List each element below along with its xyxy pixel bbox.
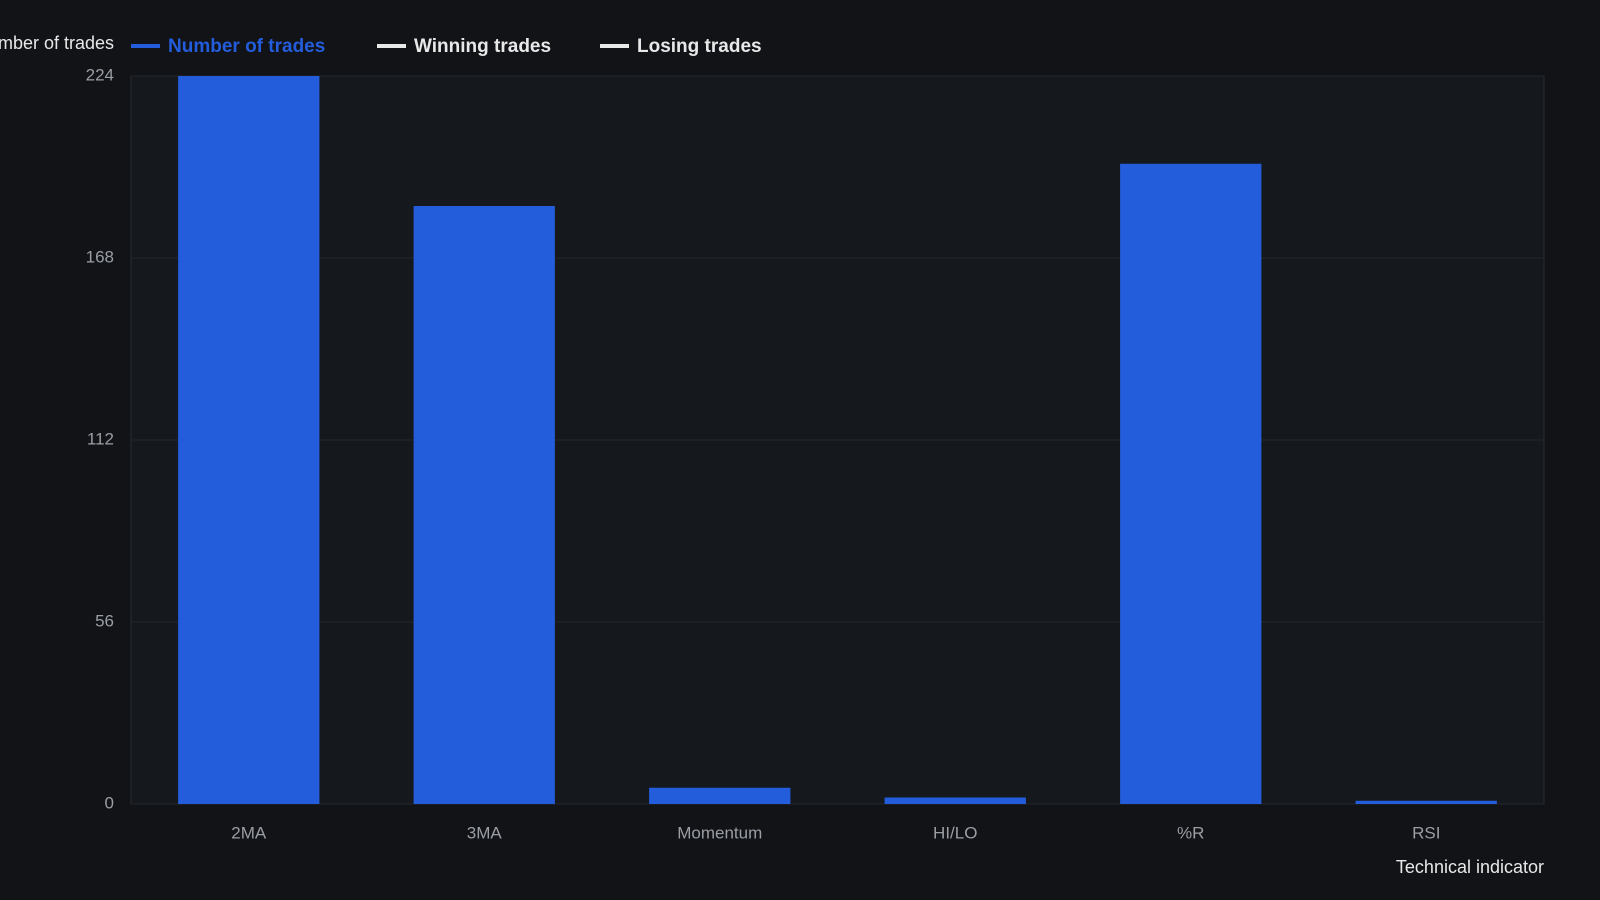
x-tick-label: 3MA [467,823,503,842]
y-tick-label: 112 [87,429,114,448]
y-tick-label: 224 [86,65,114,84]
legend-label[interactable]: Winning trades [414,36,551,57]
x-tick-label: HI/LO [933,823,977,842]
bar [178,76,320,804]
x-axis-title: Technical indicator [1396,857,1544,877]
bar [884,797,1026,804]
bar [649,787,791,804]
y-tick-label: 0 [105,793,114,812]
x-tick-label: %R [1177,823,1204,842]
x-tick-label: RSI [1412,823,1440,842]
legend-label[interactable]: Losing trades [637,36,762,57]
legend-label[interactable]: Number of trades [168,36,325,57]
bar [1355,800,1497,804]
x-tick-label: Momentum [677,823,762,842]
bar [1120,163,1262,804]
y-tick-label: 168 [86,247,114,266]
bar [413,206,555,804]
y-axis-title: Number of trades [0,33,114,53]
x-tick-label: 2MA [231,823,267,842]
y-tick-label: 56 [95,611,114,630]
